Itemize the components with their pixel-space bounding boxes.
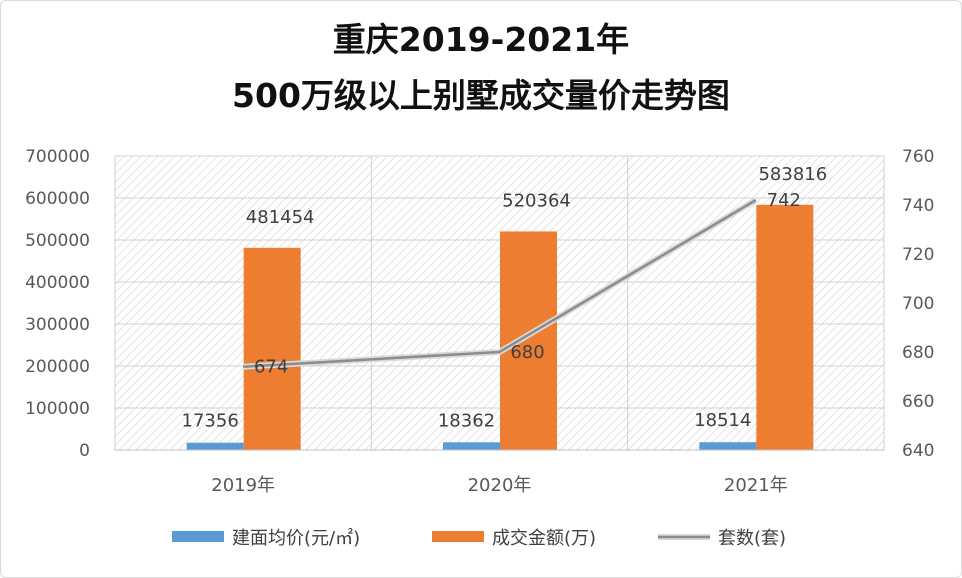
y-right-tick-label: 720 (902, 245, 934, 265)
x-tick-label: 2021年 (724, 475, 788, 496)
legend-label: 成交金额(万) (492, 528, 596, 549)
bar-data-label: 583816 (758, 164, 827, 185)
legend-swatch (172, 531, 224, 542)
y-left-tick-label: 700000 (25, 147, 90, 167)
y-left-tick-label: 300000 (25, 315, 90, 335)
bar-data-label: 17356 (182, 411, 239, 432)
bar (699, 442, 757, 450)
bar-data-label: 481454 (246, 207, 315, 228)
legend-label: 建面均价(元/㎡) (232, 527, 360, 549)
bar-data-label: 18362 (438, 410, 495, 431)
y-left-tick-label: 600000 (25, 189, 90, 209)
legend-swatch (432, 531, 484, 542)
y-right-tick-label: 740 (902, 196, 934, 216)
y-left-tick-label: 200000 (25, 357, 90, 377)
line-data-label: 742 (767, 190, 801, 211)
chart-title-line-1: 重庆2019-2021年 (332, 20, 630, 59)
bar (443, 442, 500, 450)
y-right-tick-label: 660 (902, 392, 934, 412)
bar (186, 442, 244, 450)
y-right-tick-label: 700 (902, 294, 934, 314)
x-tick-label: 2020年 (468, 475, 532, 496)
chart-title-line-2: 500万级以上别墅成交量价走势图 (232, 76, 730, 115)
x-tick-label: 2019年 (211, 475, 275, 496)
legend-label: 套数(套) (718, 528, 786, 549)
bar (500, 231, 557, 450)
line-data-label: 674 (254, 357, 288, 378)
bar-data-label: 18514 (694, 410, 751, 431)
plot-area-hatch (115, 156, 884, 450)
bar (243, 247, 301, 450)
y-right-tick-label: 760 (902, 147, 934, 167)
y-left-tick-label: 0 (79, 441, 90, 461)
bar-data-label: 520364 (502, 190, 571, 211)
line-series (243, 199, 757, 368)
line-data-label: 680 (510, 342, 544, 363)
y-left-tick-label: 400000 (25, 273, 90, 293)
bar (756, 204, 814, 450)
y-left-tick-label: 500000 (25, 231, 90, 251)
y-left-tick-label: 100000 (25, 399, 90, 419)
y-right-tick-label: 680 (902, 343, 934, 363)
y-right-tick-label: 640 (902, 441, 934, 461)
